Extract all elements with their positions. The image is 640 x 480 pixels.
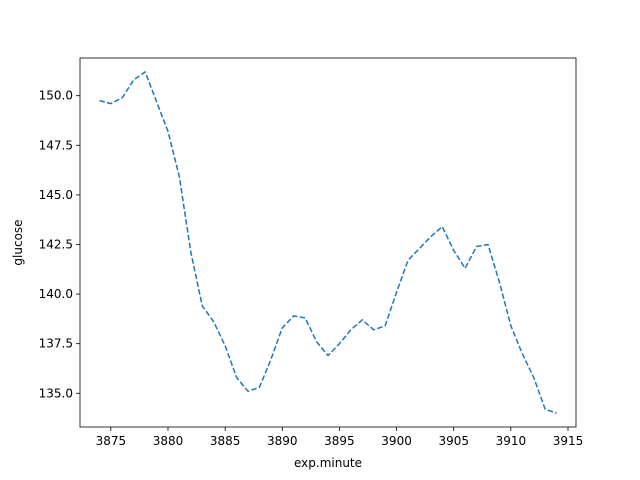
y-tick-label: 147.5 — [39, 138, 73, 152]
y-tick-label: 145.0 — [39, 188, 73, 202]
x-tick-label: 3900 — [381, 434, 412, 448]
x-axis-label: exp.minute — [294, 456, 362, 470]
y-tick-label: 150.0 — [39, 89, 73, 103]
x-tick-label: 3880 — [153, 434, 184, 448]
y-tick-label: 140.0 — [39, 287, 73, 301]
x-axis: 3875 3880 3885 3890 3895 3900 3905 3910 3915 — [96, 427, 584, 448]
series-line-0 — [99, 71, 557, 414]
y-axis: 135.0 137.5 140.0 142.5 145.0 147.5 150.0 — [39, 89, 80, 400]
data-layer — [99, 71, 557, 414]
axes-frame — [79, 57, 577, 428]
x-tick-label: 3910 — [496, 434, 527, 448]
x-tick-label: 3890 — [267, 434, 298, 448]
y-tick-label: 142.5 — [39, 237, 73, 251]
x-tick-label: 3875 — [96, 434, 127, 448]
y-axis-label: glucose — [11, 219, 25, 265]
plot-area: 3875 3880 3885 3890 3895 3900 3905 3910 3915 135… — [39, 57, 584, 448]
x-tick-label: 3915 — [553, 434, 584, 448]
x-tick-label: 3905 — [438, 434, 469, 448]
y-tick-label: 135.0 — [39, 386, 73, 400]
y-tick-label: 137.5 — [39, 337, 73, 351]
x-tick-label: 3895 — [324, 434, 355, 448]
x-tick-label: 3885 — [210, 434, 241, 448]
